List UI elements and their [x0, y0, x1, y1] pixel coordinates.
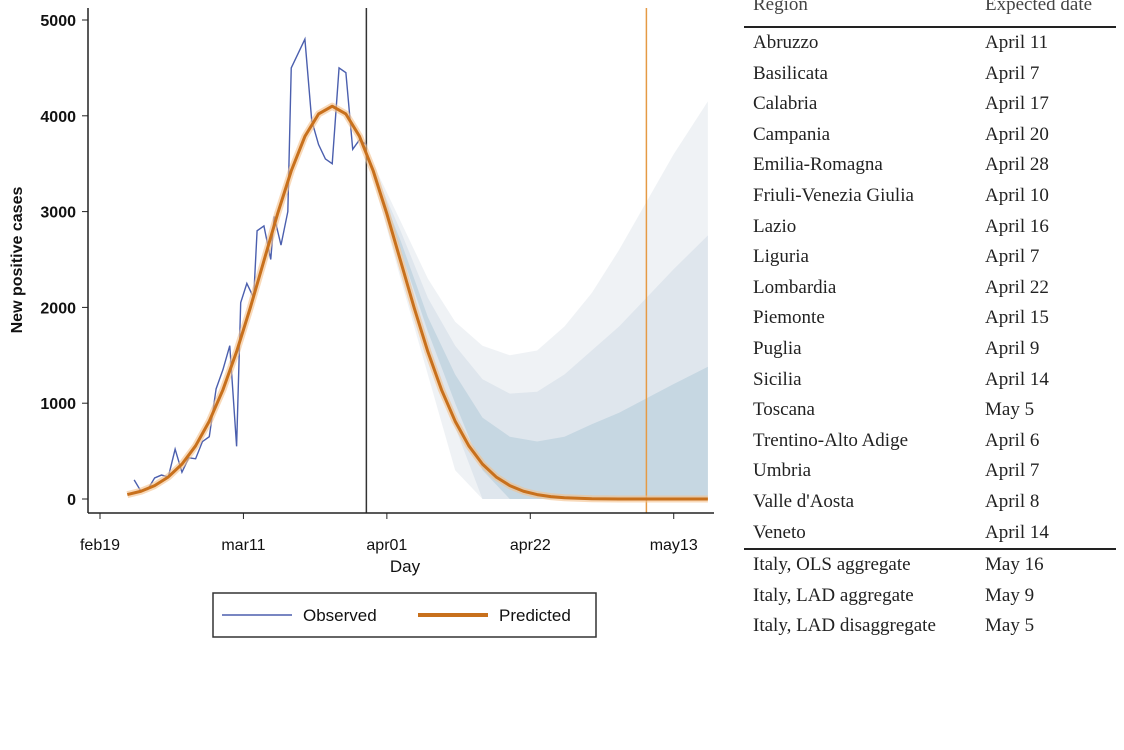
expected-date: April 7: [985, 460, 1040, 482]
table-row: Veneto April 14: [740, 518, 1120, 549]
region-name: Abruzzo: [753, 32, 819, 53]
y-tick-label: 0: [67, 492, 76, 509]
region-name: Lazio: [753, 215, 797, 237]
region-name: Friuli-Venezia Giulia: [753, 184, 914, 206]
table-row: Italy, LAD aggregate May 9: [740, 581, 1120, 612]
x-axis-label: Day: [390, 557, 421, 576]
table-row: Abruzzo April 11: [740, 28, 1120, 59]
expected-date: April 15: [985, 307, 1049, 329]
table-row: Lombardia April 22: [740, 273, 1120, 304]
y-tick-label: 3000: [40, 205, 76, 222]
region-name: Italy, LAD disaggregate: [753, 615, 936, 637]
region-name: Italy, OLS aggregate: [753, 554, 911, 576]
x-tick-label: apr22: [510, 537, 551, 554]
region-name: Puglia: [753, 337, 802, 359]
region-name: Lombardia: [753, 276, 837, 298]
expected-date: April 16: [985, 215, 1049, 237]
x-tick-label: feb19: [80, 537, 120, 554]
table-row: Friuli-Venezia Giulia April 10: [740, 181, 1120, 212]
region-name: Campania: [753, 123, 831, 145]
region-name: Valle d'Aosta: [753, 490, 855, 512]
expected-date: April 7: [985, 62, 1040, 84]
y-tick-label: 2000: [40, 300, 76, 317]
expected-date: May 9: [985, 584, 1035, 606]
legend-predicted-label: Predicted: [499, 606, 571, 625]
region-name: Piemonte: [753, 307, 825, 329]
expected-date: April 7: [985, 246, 1040, 268]
region-name: Sicilia: [753, 368, 802, 390]
expected-date: May 16: [985, 554, 1044, 576]
expected-date: April 22: [985, 276, 1049, 298]
legend-observed-label: Observed: [303, 606, 377, 625]
region-name: Basilicata: [753, 62, 828, 84]
header-region: Region: [753, 0, 808, 15]
expected-date-table: Region Expected date Abruzzo April 11 Basi…: [740, 0, 1120, 642]
y-axis-label: New positive cases: [9, 187, 26, 334]
region-name: Emilia-Romagna: [753, 154, 883, 176]
expected-date: April 9: [985, 337, 1040, 359]
band-inner: [373, 173, 708, 499]
table-header: Region Expected date: [740, 0, 1120, 26]
table-row: Piemonte April 15: [740, 303, 1120, 334]
header-expected-date: Expected date: [985, 0, 1093, 15]
table-row: Italy, LAD disaggregate May 5: [740, 611, 1120, 642]
table-row: Puglia April 9: [740, 334, 1120, 365]
y-tick-label: 4000: [40, 109, 76, 126]
table-row: Liguria April 7: [740, 242, 1120, 273]
expected-date: April 14: [985, 521, 1049, 543]
expected-date: May 5: [985, 615, 1035, 637]
legend: Observed Predicted: [212, 592, 597, 638]
expected-date: April 8: [985, 490, 1040, 512]
table-row: Trentino-Alto Adige April 6: [740, 426, 1120, 457]
table-row: Italy, OLS aggregate May 16: [740, 550, 1120, 581]
expected-date: May 5: [985, 399, 1035, 421]
expected-date: April 17: [985, 93, 1049, 115]
table-row: Emilia-Romagna April 28: [740, 150, 1120, 181]
expected-date: April 6: [985, 429, 1040, 451]
expected-date: April 10: [985, 184, 1049, 206]
y-tick-label: 5000: [40, 13, 76, 30]
x-tick-label: may13: [650, 537, 698, 554]
table-row: Basilicata April 7: [740, 59, 1120, 90]
region-name: Italy, LAD aggregate: [753, 584, 914, 606]
table-row: Campania April 20: [740, 120, 1120, 151]
predicted-line: [126, 104, 708, 501]
region-name: Veneto: [753, 521, 806, 543]
region-name: Calabria: [753, 93, 818, 115]
x-tick-label: mar11: [221, 537, 265, 554]
table-row: Toscana May 5: [740, 395, 1120, 426]
expected-date: April 14: [985, 368, 1049, 390]
table-row: Valle d'Aosta April 8: [740, 487, 1120, 518]
table-row: Lazio April 16: [740, 212, 1120, 243]
expected-date: April 11: [985, 32, 1049, 53]
aggregate-rule: [744, 548, 1116, 551]
header-rule: [744, 26, 1116, 28]
x-tick-label: apr01: [366, 537, 407, 554]
expected-date: April 28: [985, 154, 1049, 176]
region-name: Liguria: [753, 246, 809, 268]
table-row: Umbria April 7: [740, 456, 1120, 487]
table-row: Calabria April 17: [740, 89, 1120, 120]
table-row: Sicilia April 14: [740, 365, 1120, 396]
region-name: Umbria: [753, 460, 812, 482]
y-tick-label: 1000: [40, 396, 76, 413]
cases-chart: 0 1000 2000 3000 4000 5000 feb19 mar11 apr01 apr…: [9, 8, 714, 638]
region-name: Toscana: [753, 399, 815, 421]
region-name: Trentino-Alto Adige: [753, 429, 908, 451]
expected-date: April 20: [985, 123, 1049, 145]
